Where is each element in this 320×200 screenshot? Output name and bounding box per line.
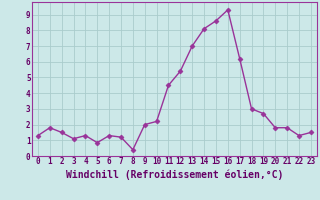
X-axis label: Windchill (Refroidissement éolien,°C): Windchill (Refroidissement éolien,°C) — [66, 169, 283, 180]
